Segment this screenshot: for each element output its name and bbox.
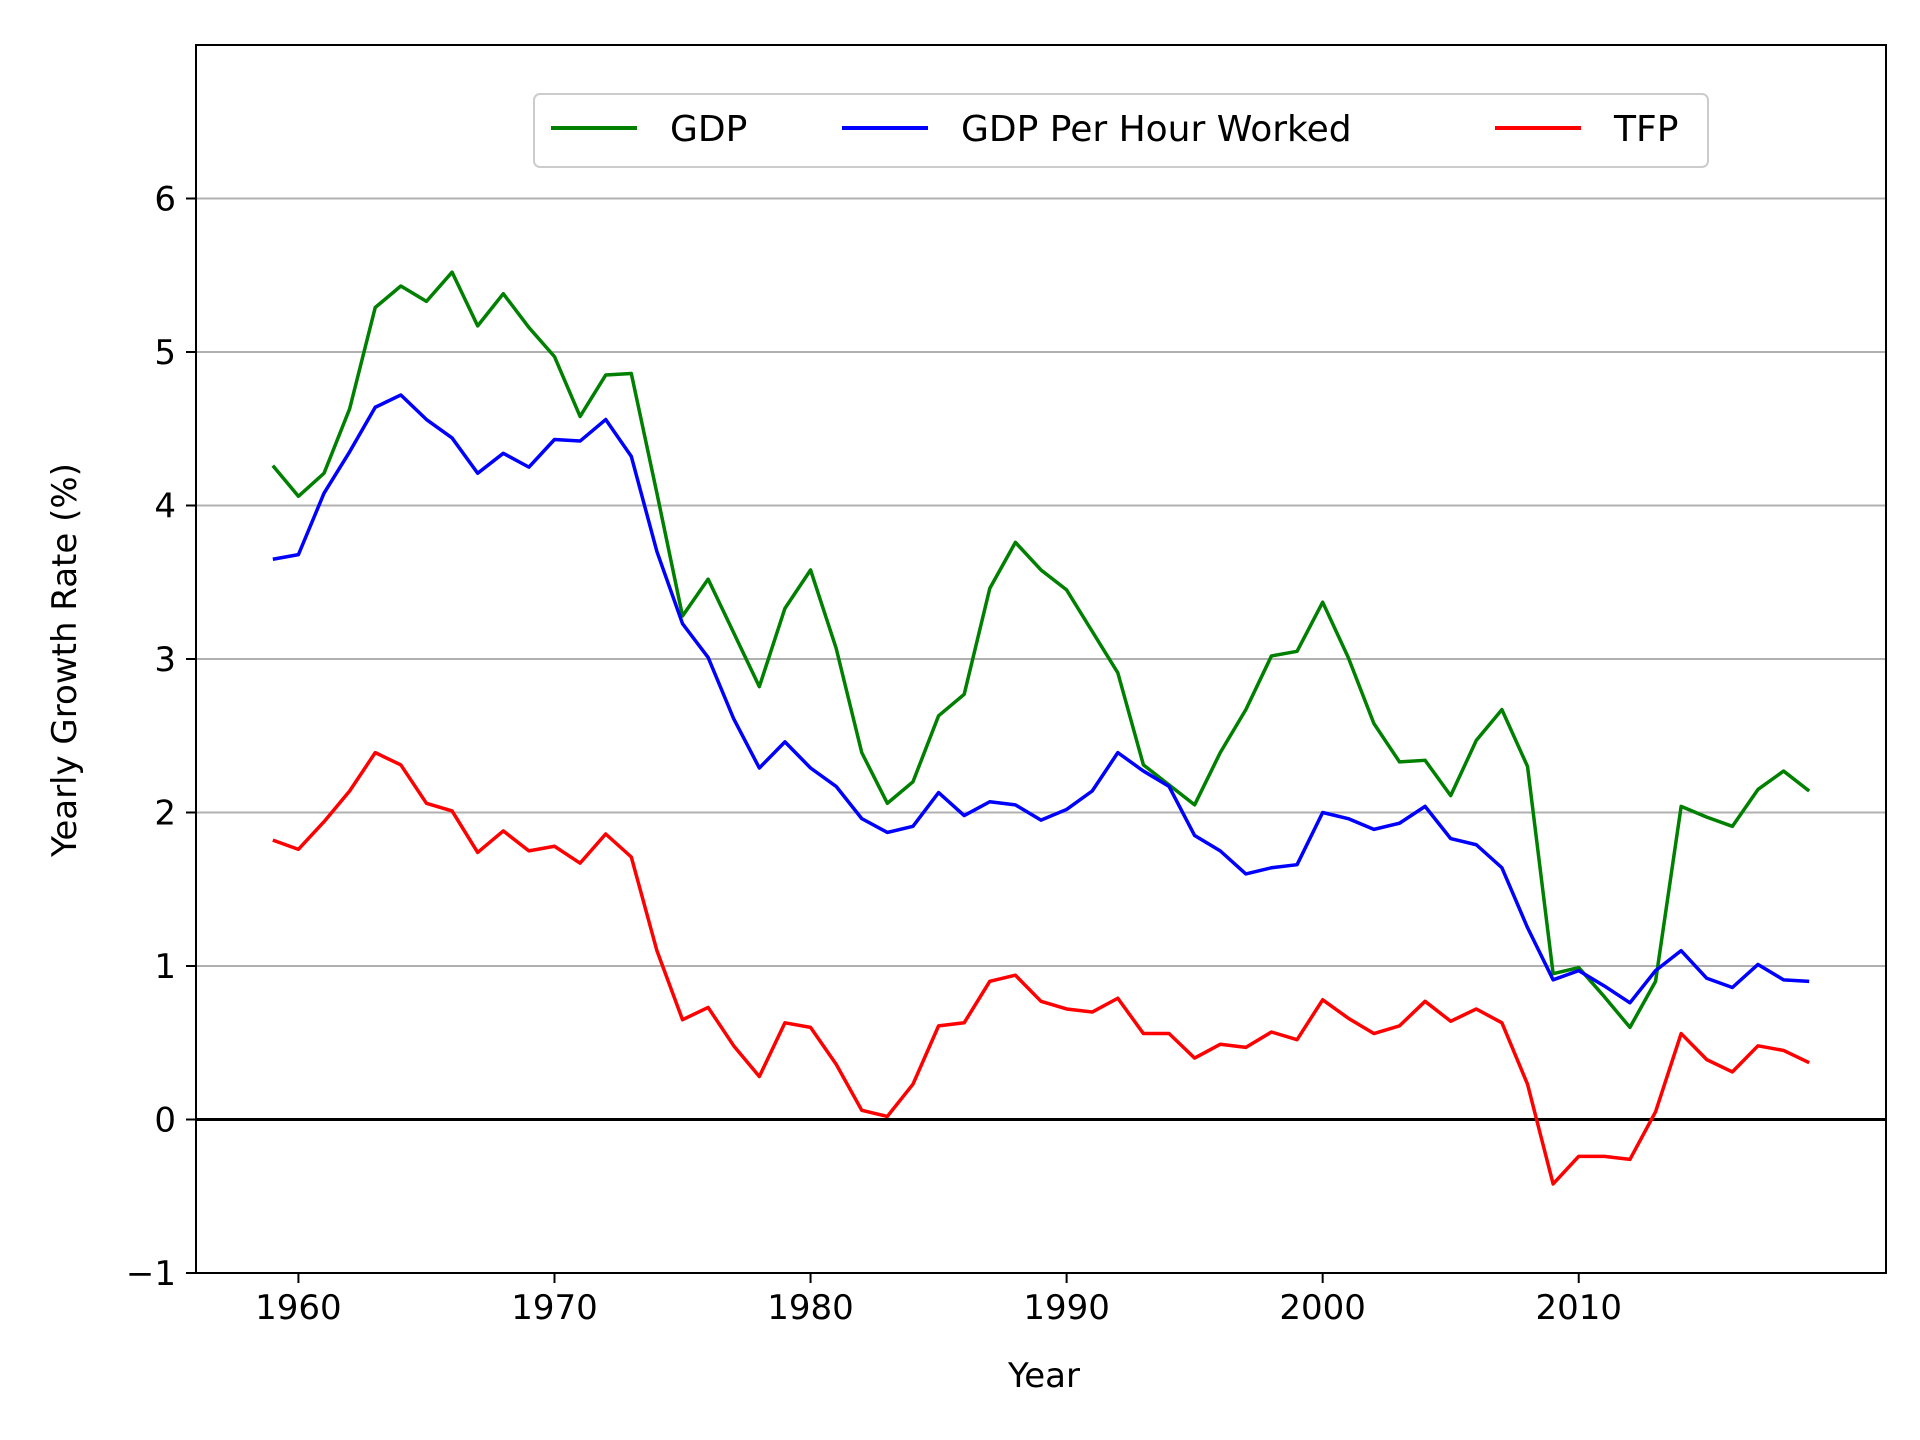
x-tick-label-3: 1990 [1023,1288,1110,1328]
x-tick-label-4: 2000 [1279,1288,1366,1328]
y-tick-label-5: 4 [154,487,176,527]
legend: GDP GDP Per Hour Worked TFP [533,93,1709,168]
y-axis-label: Yearly Growth Rate (%) [45,463,85,858]
y-tick-label-0: −1 [126,1254,176,1294]
x-tick-label-0: 1960 [255,1288,342,1328]
ticks: 1960 1970 1980 1990 2000 2010 −1 0 1 2 3 4 5 6 [126,180,1622,1329]
legend-label-tfp: TFP [1613,109,1678,150]
series-lines [271,270,1811,1186]
y-tick-label-3: 2 [154,794,176,834]
x-axis-label: Year [1007,1356,1080,1396]
y-tick-label-2: 1 [154,947,176,987]
y-tick-label-4: 3 [154,640,176,680]
x-tick-label-2: 1980 [767,1288,854,1328]
series-line-gdp-per-hour-worked [272,393,1810,1005]
series-line-tfp [272,750,1810,1186]
legend-label-gdp: GDP [670,109,747,150]
x-tick-label-5: 2010 [1535,1288,1622,1328]
gridlines [196,197,1886,1274]
legend-label-gdp-per-hour: GDP Per Hour Worked [961,109,1352,150]
y-tick-label-1: 0 [154,1101,176,1141]
series-line-gdp [271,270,1811,1030]
y-tick-label-7: 6 [154,180,176,220]
y-tick-label-6: 5 [154,333,176,373]
x-tick-label-1: 1970 [511,1288,598,1328]
legend-box [533,93,1709,168]
